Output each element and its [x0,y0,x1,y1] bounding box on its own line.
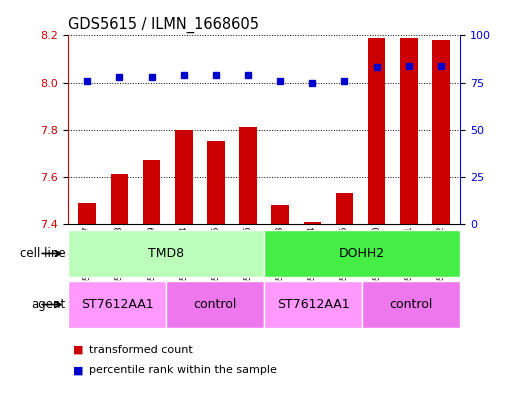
Bar [239,127,257,224]
Text: GDS5615 / ILMN_1668605: GDS5615 / ILMN_1668605 [68,17,259,33]
Text: percentile rank within the sample: percentile rank within the sample [89,365,277,375]
Text: TMD8: TMD8 [148,247,184,260]
Text: control: control [194,298,237,311]
Bar [400,38,418,224]
Text: transformed count: transformed count [89,345,192,355]
Text: ST7612AA1: ST7612AA1 [81,298,153,311]
Text: agent: agent [31,298,65,311]
Bar [110,174,128,224]
Bar [432,40,450,224]
Text: ■: ■ [73,365,84,375]
Text: ST7612AA1: ST7612AA1 [277,298,349,311]
Bar [336,193,354,224]
Bar [78,203,96,224]
Bar [368,38,385,224]
Text: DOHH2: DOHH2 [339,247,385,260]
Bar [143,160,161,224]
Text: control: control [390,298,433,311]
Text: ■: ■ [73,345,84,355]
Bar [207,141,225,224]
Bar [175,130,192,224]
Bar [271,205,289,224]
Text: cell line: cell line [20,247,65,260]
Bar [303,222,321,224]
